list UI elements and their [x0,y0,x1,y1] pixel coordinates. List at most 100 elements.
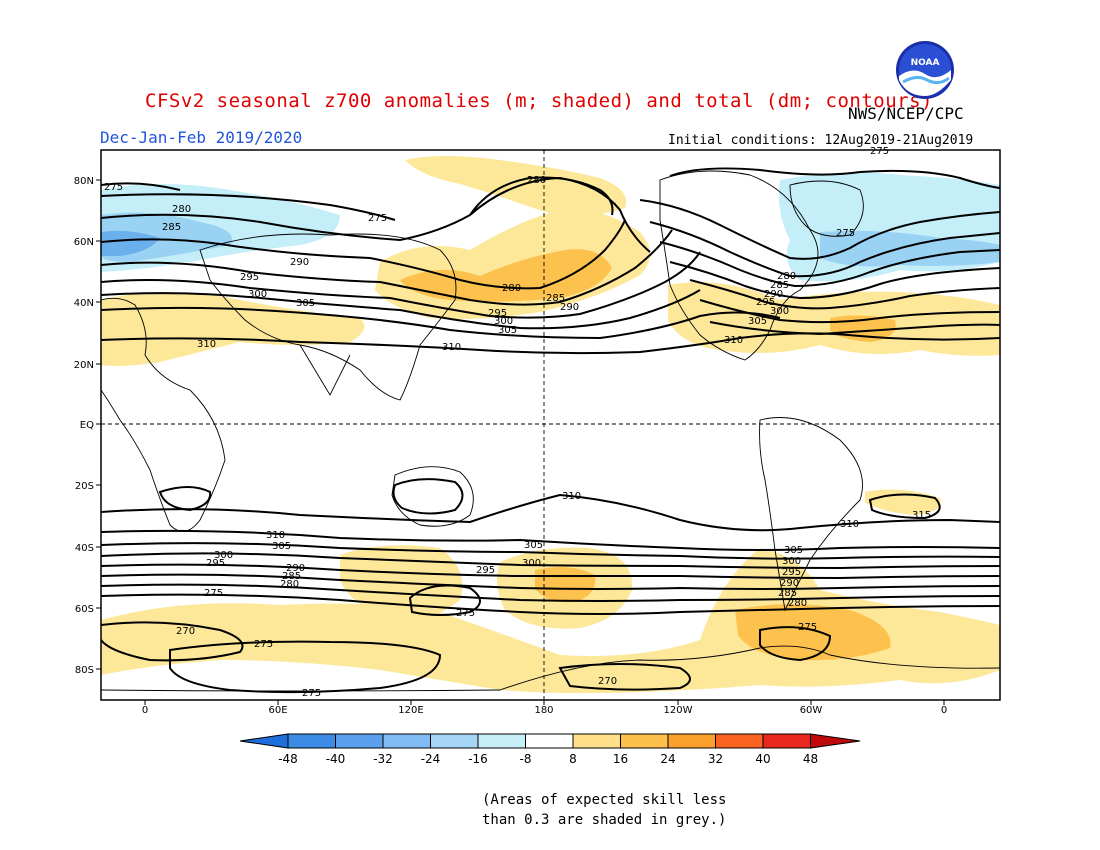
contour-label: 300 [214,550,233,561]
map-title: CFSv2 seasonal z700 anomalies (m; shaded… [145,90,933,112]
colorbar-tick: -16 [468,752,488,766]
contour-label: 305 [524,540,543,551]
contour-label: 280 [777,271,796,282]
contour-label: 270 [598,676,617,687]
lon-label: 0 [941,705,947,716]
colorbar-segment [572,733,621,749]
contour-label: 275 [368,213,387,224]
contour-label: 275 [204,588,223,599]
colorbar-segment [430,733,479,749]
anomaly-region-eurasia-north-dark [101,230,160,256]
contour-label: 285 [770,280,789,291]
anomaly-region-southern-ocean [101,548,1000,694]
latitude-ticks [96,179,101,670]
contour-label: 275 [798,622,817,633]
colorbar-segment [287,733,336,749]
contour-label: 275 [302,688,321,699]
contour-label: 305 [498,325,517,336]
contour-label: 280 [502,283,521,294]
contour-label: 310 [197,339,216,350]
lat-label: 80N [74,176,94,187]
contour-label: 295 [756,297,775,308]
lon-label: 120E [398,705,423,716]
contour-label: 305 [748,316,767,327]
skill-note-line2: than 0.3 are shaded in grey.) [482,812,727,828]
coast-india [299,344,351,396]
contour-label: 280 [788,598,807,609]
lon-label: 0 [142,705,148,716]
contour-label: 290 [560,302,579,313]
contour-label: 295 [206,558,225,569]
contour-label: 295 [782,567,801,578]
lat-label: 20S [75,481,94,492]
positive-anomaly-shading [101,156,1000,694]
contour-label: 285 [162,222,181,233]
colorbar-segment [810,733,861,749]
colorbar-tick-labels: -48 -40 -32 -24 -16 -8 8 16 24 32 40 48 [278,752,818,766]
contour-label: 275 [836,228,855,239]
contour-label: 280 [172,204,191,215]
contour-label: 310 [562,491,581,502]
lat-label: 40S [75,543,94,554]
logo-text: NOAA [911,58,940,68]
noaa-logo-icon: NOAA [896,41,954,99]
skill-note-line1: (Areas of expected skill less [482,792,727,808]
colorbar-segment [335,733,384,749]
lon-label: 120W [664,705,693,716]
height-contours [101,167,1000,694]
map-frame [100,149,1001,701]
season-label: Dec-Jan-Feb 2019/2020 [100,128,303,147]
lat-label: 60N [74,237,94,248]
colorbar-segment [620,733,669,749]
lon-label: 60E [268,705,287,716]
colorbar-tick: 48 [803,752,818,766]
lat-label: 60S [75,604,94,615]
lat-label: EQ [80,420,94,431]
contour-label: 295 [476,565,495,576]
contour-label: 280 [280,579,299,590]
contour-label: 280 [527,175,546,186]
lon-label: 60W [800,705,823,716]
initial-conditions-label: Initial conditions: 12Aug2019-21Aug2019 [668,133,974,148]
colorbar-segment [239,733,289,749]
contour-label: 300 [770,306,789,317]
contour-label: 295 [488,308,507,319]
colorbar-tick: 32 [708,752,723,766]
lat-label: 20N [74,360,94,371]
colorbar-tick: -8 [520,752,532,766]
colorbar [239,733,861,749]
contour-label: 300 [522,558,541,569]
latitude-labels: 80N 60N 40N 20N EQ 20S 40S 60S 80S [74,176,94,676]
contour-label: 305 [272,541,291,552]
contour-label: 300 [494,316,513,327]
coast-north-america [659,170,819,361]
contour-label: 300 [248,289,267,300]
anomaly-region-europe [101,291,365,366]
lat-label: 80S [75,665,94,676]
contour-label: 285 [546,293,565,304]
contour-label: 275 [870,146,889,157]
contour-label: 290 [286,563,305,574]
contour-label: 290 [290,257,309,268]
contour-label: 275 [456,608,475,619]
colorbar-tick: -32 [373,752,393,766]
contour-label: 300 [782,556,801,567]
contour-label: 275 [104,182,123,193]
contour-label: 270 [176,626,195,637]
colorbar-tick: -24 [421,752,441,766]
coast-greenland [789,180,864,237]
colorbar-segment [762,733,811,749]
anomaly-region-north-pacific-core [400,249,612,302]
colorbar-tick: 16 [613,752,628,766]
colorbar-segment [715,733,764,749]
agency-label: NWS/NCEP/CPC [848,104,964,123]
contour-label: 305 [296,298,315,309]
anomaly-region-arctic-pacific [405,156,627,216]
contour-label: 310 [442,342,461,353]
contour-label: 310 [840,519,859,530]
colorbar-segment [382,733,431,749]
contour-label: 310 [724,335,743,346]
contour-label: 310 [266,530,285,541]
contour-label: 315 [912,510,931,521]
